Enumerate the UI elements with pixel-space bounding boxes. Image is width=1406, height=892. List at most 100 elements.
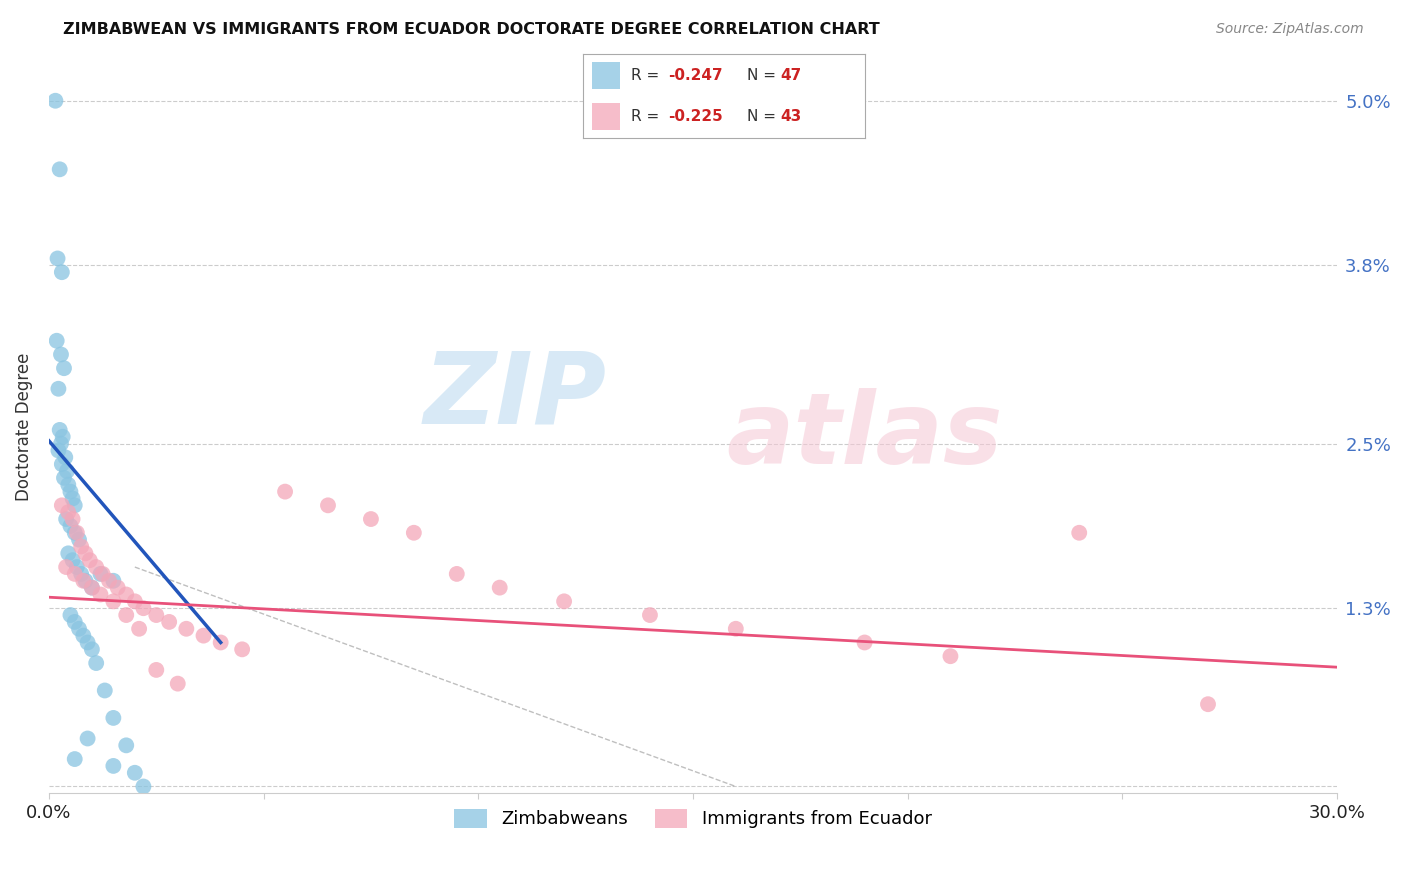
Point	[132, 780, 155, 794]
Point	[62, 553, 84, 567]
Text: atlas: atlas	[727, 388, 1002, 485]
Point	[98, 574, 121, 588]
Point	[145, 608, 167, 623]
Point	[91, 566, 114, 581]
Point	[124, 594, 146, 608]
Point	[55, 560, 77, 574]
Point	[446, 566, 468, 581]
Point	[63, 566, 86, 581]
Point	[48, 423, 70, 437]
Text: ZIMBABWEAN VS IMMIGRANTS FROM ECUADOR DOCTORATE DEGREE CORRELATION CHART: ZIMBABWEAN VS IMMIGRANTS FROM ECUADOR DO…	[63, 22, 880, 37]
Point	[193, 629, 215, 643]
Point	[58, 477, 80, 491]
Point	[80, 581, 103, 595]
Point	[103, 759, 125, 773]
Point	[124, 765, 146, 780]
Point	[89, 587, 111, 601]
Point	[145, 663, 167, 677]
Point	[67, 533, 90, 547]
Point	[48, 162, 70, 177]
Point	[115, 587, 138, 601]
Point	[166, 676, 188, 690]
FancyBboxPatch shape	[592, 62, 620, 89]
Point	[58, 546, 80, 560]
Point	[939, 649, 962, 664]
Point	[48, 443, 70, 458]
Text: R =: R =	[631, 68, 665, 83]
Point	[360, 512, 382, 526]
Point	[76, 635, 98, 649]
Point	[89, 566, 111, 581]
FancyBboxPatch shape	[592, 103, 620, 130]
Point	[53, 471, 76, 485]
Point	[46, 252, 69, 266]
Text: Source: ZipAtlas.com: Source: ZipAtlas.com	[1216, 22, 1364, 37]
Point	[853, 635, 876, 649]
Point	[62, 491, 84, 506]
Point	[103, 594, 125, 608]
Point	[231, 642, 253, 657]
Legend: Zimbabweans, Immigrants from Ecuador: Zimbabweans, Immigrants from Ecuador	[447, 802, 939, 836]
Point	[53, 361, 76, 376]
Point	[128, 622, 150, 636]
Point	[1197, 697, 1219, 711]
Point	[62, 512, 84, 526]
Text: R =: R =	[631, 109, 665, 124]
Point	[59, 484, 82, 499]
Point	[55, 512, 77, 526]
Point	[59, 519, 82, 533]
Point	[80, 642, 103, 657]
Point	[63, 752, 86, 766]
Point	[76, 731, 98, 746]
Point	[72, 629, 94, 643]
Point	[49, 436, 72, 450]
Point	[209, 635, 232, 649]
Point	[132, 601, 155, 615]
Point	[59, 608, 82, 623]
Point	[72, 574, 94, 588]
Point	[44, 94, 66, 108]
Point	[176, 622, 198, 636]
Text: 47: 47	[780, 68, 801, 83]
Point	[63, 499, 86, 513]
Point	[79, 553, 101, 567]
Text: -0.247: -0.247	[668, 68, 723, 83]
Point	[56, 464, 79, 478]
Point	[66, 560, 89, 574]
Point	[52, 430, 75, 444]
Point	[107, 581, 129, 595]
Point	[157, 615, 180, 629]
Point	[51, 265, 73, 279]
Point	[80, 581, 103, 595]
Y-axis label: Doctorate Degree: Doctorate Degree	[15, 352, 32, 500]
Text: N =: N =	[747, 109, 780, 124]
Point	[1069, 525, 1091, 540]
Point	[70, 566, 93, 581]
Point	[66, 525, 89, 540]
Point	[67, 622, 90, 636]
Point	[274, 484, 297, 499]
Text: -0.225: -0.225	[668, 109, 723, 124]
Point	[84, 560, 107, 574]
Point	[638, 608, 661, 623]
Text: ZIP: ZIP	[425, 347, 607, 444]
Point	[51, 499, 73, 513]
Text: 43: 43	[780, 109, 801, 124]
Point	[70, 540, 93, 554]
Point	[115, 608, 138, 623]
Point	[94, 683, 117, 698]
Point	[115, 739, 138, 753]
Point	[402, 525, 425, 540]
Point	[316, 499, 339, 513]
Point	[63, 615, 86, 629]
Point	[49, 347, 72, 361]
Point	[51, 457, 73, 471]
Point	[488, 581, 510, 595]
Point	[84, 656, 107, 670]
Point	[63, 525, 86, 540]
Point	[103, 574, 125, 588]
Point	[103, 711, 125, 725]
Point	[48, 382, 70, 396]
Point	[75, 546, 97, 560]
Text: N =: N =	[747, 68, 780, 83]
